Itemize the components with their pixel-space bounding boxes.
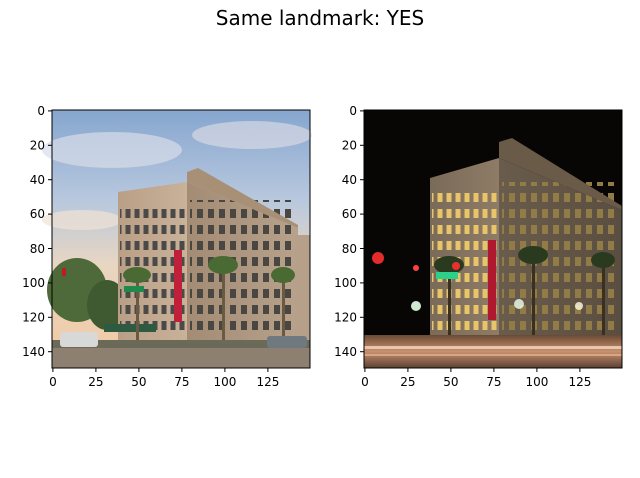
x-tick-label: 50 [131, 375, 146, 389]
y-tick-label: 60 [30, 207, 45, 221]
daytime-photo [42, 110, 312, 368]
x-tick-label: 125 [256, 375, 279, 389]
y-tick-label: 80 [342, 242, 357, 256]
y-tick-label: 100 [22, 276, 45, 290]
y-tick-label: 80 [30, 242, 45, 256]
x-tick-label: 50 [443, 375, 458, 389]
y-tick-label: 140 [22, 345, 45, 359]
y-tick-label: 0 [349, 104, 357, 118]
x-tick-label: 100 [213, 375, 236, 389]
x-tick-label: 25 [400, 375, 415, 389]
y-tick-label: 140 [334, 345, 357, 359]
axes-frame [363, 109, 623, 369]
y-tick-label: 60 [342, 207, 357, 221]
figure-title: Same landmark: YES [215, 6, 425, 30]
y-tick-label: 20 [342, 139, 357, 153]
y-axis [48, 110, 52, 353]
axes-frame [51, 109, 311, 369]
y-tick-label: 120 [22, 311, 45, 325]
x-tick-label: 100 [525, 375, 548, 389]
x-tick-label: 0 [361, 375, 369, 389]
x-axis [364, 368, 581, 372]
y-tick-label: 120 [334, 311, 357, 325]
x-tick-label: 75 [486, 375, 501, 389]
y-tick-label: 100 [334, 276, 357, 290]
x-tick-label: 25 [88, 375, 103, 389]
x-tick-label: 125 [568, 375, 591, 389]
image-panel-day: 0 25 50 75 100 125 0 20 40 60 80 100 120… [22, 104, 312, 389]
image-panel-night: 0 25 50 75 100 125 0 20 40 60 80 100 120… [334, 104, 623, 389]
y-tick-label: 40 [30, 173, 45, 187]
y-tick-label: 20 [30, 139, 45, 153]
x-tick-label: 0 [49, 375, 57, 389]
y-axis [360, 110, 364, 353]
x-axis [52, 368, 269, 372]
x-tick-label: 75 [174, 375, 189, 389]
y-tick-label: 40 [342, 173, 357, 187]
y-tick-label: 0 [37, 104, 45, 118]
night-photo [364, 110, 622, 368]
